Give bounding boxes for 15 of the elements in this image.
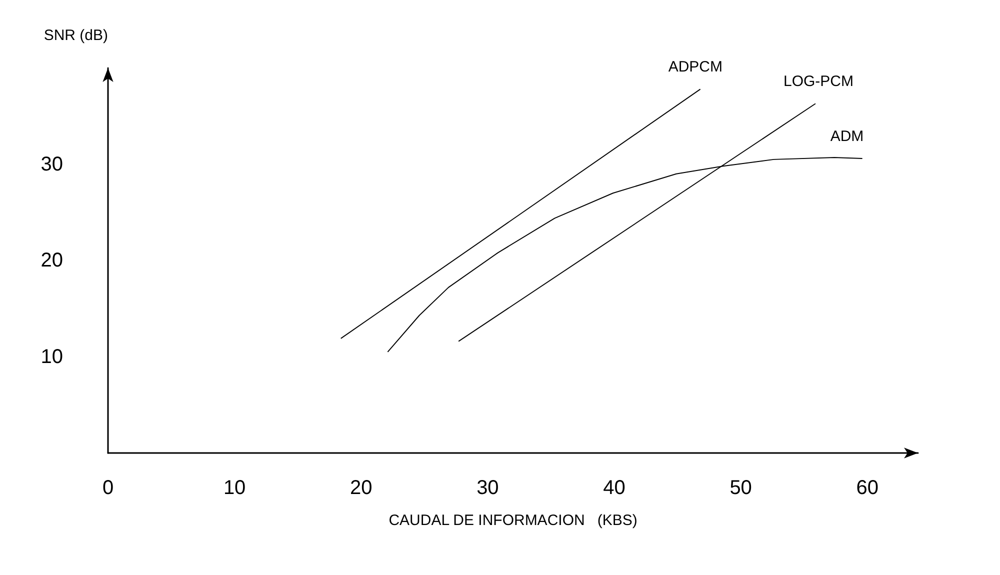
x-tick-label: 40 [603,477,626,499]
y-tick-label: 30 [40,153,63,176]
x-tick-label: 30 [476,477,499,499]
x-tick-label: 10 [223,477,246,499]
series-label: ADM [830,128,864,145]
y-axis-title: SNR (dB) [44,27,108,44]
x-tick-label: 20 [350,477,372,499]
y-tick-label: 20 [40,250,63,272]
x-tick-label: 50 [730,477,752,499]
y-tick-label: 10 [40,346,63,368]
x-tick-label: 0 [102,477,114,499]
series-label: LOG-PCM [783,73,854,90]
series-label: ADPCM [668,58,722,76]
x-axis-title: CAUDAL DE INFORMACION (KBS) [388,512,638,529]
x-tick-label: 60 [856,477,878,499]
